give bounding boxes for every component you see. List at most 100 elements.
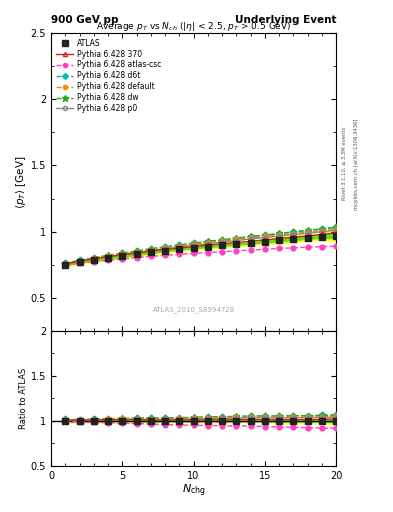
Pythia 6.428 default [263, 233, 267, 240]
Pythia 6.428 p0 [234, 238, 239, 244]
Pythia 6.428 d6t [263, 232, 267, 239]
Pythia 6.428 370 [206, 242, 210, 248]
Pythia 6.428 dw [120, 250, 125, 256]
Pythia 6.428 default [163, 245, 167, 251]
Pythia 6.428 atlas-csc [206, 249, 210, 255]
Pythia 6.428 370 [234, 240, 239, 246]
Text: Underlying Event: Underlying Event [235, 14, 336, 25]
Pythia 6.428 p0 [291, 231, 296, 238]
Pythia 6.428 default [106, 253, 110, 259]
Pythia 6.428 atlas-csc [291, 245, 296, 251]
Pythia 6.428 p0 [163, 246, 167, 252]
Pythia 6.428 dw [334, 224, 338, 230]
Pythia 6.428 370 [220, 241, 224, 247]
Pythia 6.428 p0 [305, 230, 310, 236]
Pythia 6.428 default [320, 227, 324, 233]
Y-axis label: $\langle p_T \rangle$ [GeV]: $\langle p_T \rangle$ [GeV] [14, 155, 28, 209]
Pythia 6.428 p0 [177, 244, 182, 250]
X-axis label: $N_{\mathrm{chg}}$: $N_{\mathrm{chg}}$ [182, 482, 206, 499]
Pythia 6.428 370 [120, 252, 125, 258]
Pythia 6.428 dw [263, 232, 267, 238]
Pythia 6.428 atlas-csc [248, 247, 253, 253]
Pythia 6.428 p0 [206, 241, 210, 247]
Line: Pythia 6.428 p0: Pythia 6.428 p0 [63, 228, 338, 267]
Pythia 6.428 dw [63, 261, 68, 267]
Pythia 6.428 d6t [320, 226, 324, 232]
Pythia 6.428 default [63, 261, 68, 267]
Pythia 6.428 atlas-csc [92, 259, 96, 265]
Pythia 6.428 370 [320, 231, 324, 238]
Pythia 6.428 default [149, 247, 153, 253]
Pythia 6.428 default [305, 229, 310, 235]
Pythia 6.428 dw [206, 238, 210, 244]
Text: 900 GeV pp: 900 GeV pp [51, 14, 119, 25]
Pythia 6.428 p0 [263, 234, 267, 241]
Pythia 6.428 d6t [277, 231, 281, 237]
Pythia 6.428 dw [177, 242, 182, 248]
Pythia 6.428 d6t [134, 248, 139, 254]
Pythia 6.428 370 [277, 236, 281, 242]
Pythia 6.428 default [334, 226, 338, 232]
Pythia 6.428 370 [106, 253, 110, 260]
Pythia 6.428 370 [134, 250, 139, 256]
Pythia 6.428 dw [106, 252, 110, 259]
Pythia 6.428 370 [163, 246, 167, 252]
Pythia 6.428 default [234, 237, 239, 243]
Pythia 6.428 370 [191, 244, 196, 250]
Line: Pythia 6.428 atlas-csc: Pythia 6.428 atlas-csc [63, 244, 338, 267]
Pythia 6.428 370 [334, 230, 338, 236]
Pythia 6.428 default [220, 238, 224, 244]
Pythia 6.428 atlas-csc [149, 253, 153, 260]
Pythia 6.428 dw [234, 235, 239, 241]
Pythia 6.428 d6t [191, 241, 196, 247]
Text: mcplots.cern.ch [arXiv:1306.3436]: mcplots.cern.ch [arXiv:1306.3436] [354, 118, 359, 209]
Pythia 6.428 p0 [92, 256, 96, 262]
Pythia 6.428 atlas-csc [305, 244, 310, 250]
Pythia 6.428 default [191, 241, 196, 247]
Pythia 6.428 atlas-csc [191, 250, 196, 257]
Y-axis label: Ratio to ATLAS: Ratio to ATLAS [19, 368, 28, 429]
Pythia 6.428 atlas-csc [106, 257, 110, 263]
Pythia 6.428 default [77, 258, 82, 264]
Pythia 6.428 370 [305, 233, 310, 239]
Pythia 6.428 dw [92, 254, 96, 261]
Pythia 6.428 default [206, 240, 210, 246]
Pythia 6.428 d6t [77, 258, 82, 264]
Pythia 6.428 p0 [106, 253, 110, 260]
Pythia 6.428 dw [277, 230, 281, 237]
Pythia 6.428 dw [149, 246, 153, 252]
Pythia 6.428 d6t [63, 260, 68, 266]
Pythia 6.428 dw [134, 248, 139, 254]
Pythia 6.428 p0 [63, 261, 68, 267]
Pythia 6.428 p0 [149, 247, 153, 253]
Pythia 6.428 d6t [149, 246, 153, 252]
Pythia 6.428 d6t [334, 224, 338, 230]
Pythia 6.428 370 [149, 248, 153, 254]
Pythia 6.428 370 [248, 238, 253, 244]
Text: Rivet 3.1.10, ≥ 3.3M events: Rivet 3.1.10, ≥ 3.3M events [342, 127, 347, 201]
Pythia 6.428 dw [291, 229, 296, 235]
Pythia 6.428 default [92, 255, 96, 261]
Pythia 6.428 default [248, 235, 253, 241]
Line: Pythia 6.428 dw: Pythia 6.428 dw [62, 224, 340, 267]
Pythia 6.428 d6t [206, 239, 210, 245]
Pythia 6.428 370 [263, 237, 267, 243]
Pythia 6.428 d6t [120, 250, 125, 257]
Pythia 6.428 dw [305, 227, 310, 233]
Pythia 6.428 p0 [277, 233, 281, 239]
Pythia 6.428 atlas-csc [177, 251, 182, 258]
Pythia 6.428 d6t [92, 255, 96, 261]
Pythia 6.428 atlas-csc [234, 248, 239, 254]
Pythia 6.428 d6t [291, 229, 296, 235]
Pythia 6.428 d6t [106, 252, 110, 259]
Pythia 6.428 p0 [320, 229, 324, 235]
Pythia 6.428 atlas-csc [320, 244, 324, 250]
Pythia 6.428 370 [63, 261, 68, 267]
Pythia 6.428 dw [248, 233, 253, 240]
Pythia 6.428 atlas-csc [263, 246, 267, 252]
Pythia 6.428 atlas-csc [63, 262, 68, 268]
Pythia 6.428 atlas-csc [220, 249, 224, 255]
Pythia 6.428 atlas-csc [77, 260, 82, 266]
Text: ATLAS_2010_S8994728: ATLAS_2010_S8994728 [152, 306, 235, 313]
Pythia 6.428 default [177, 243, 182, 249]
